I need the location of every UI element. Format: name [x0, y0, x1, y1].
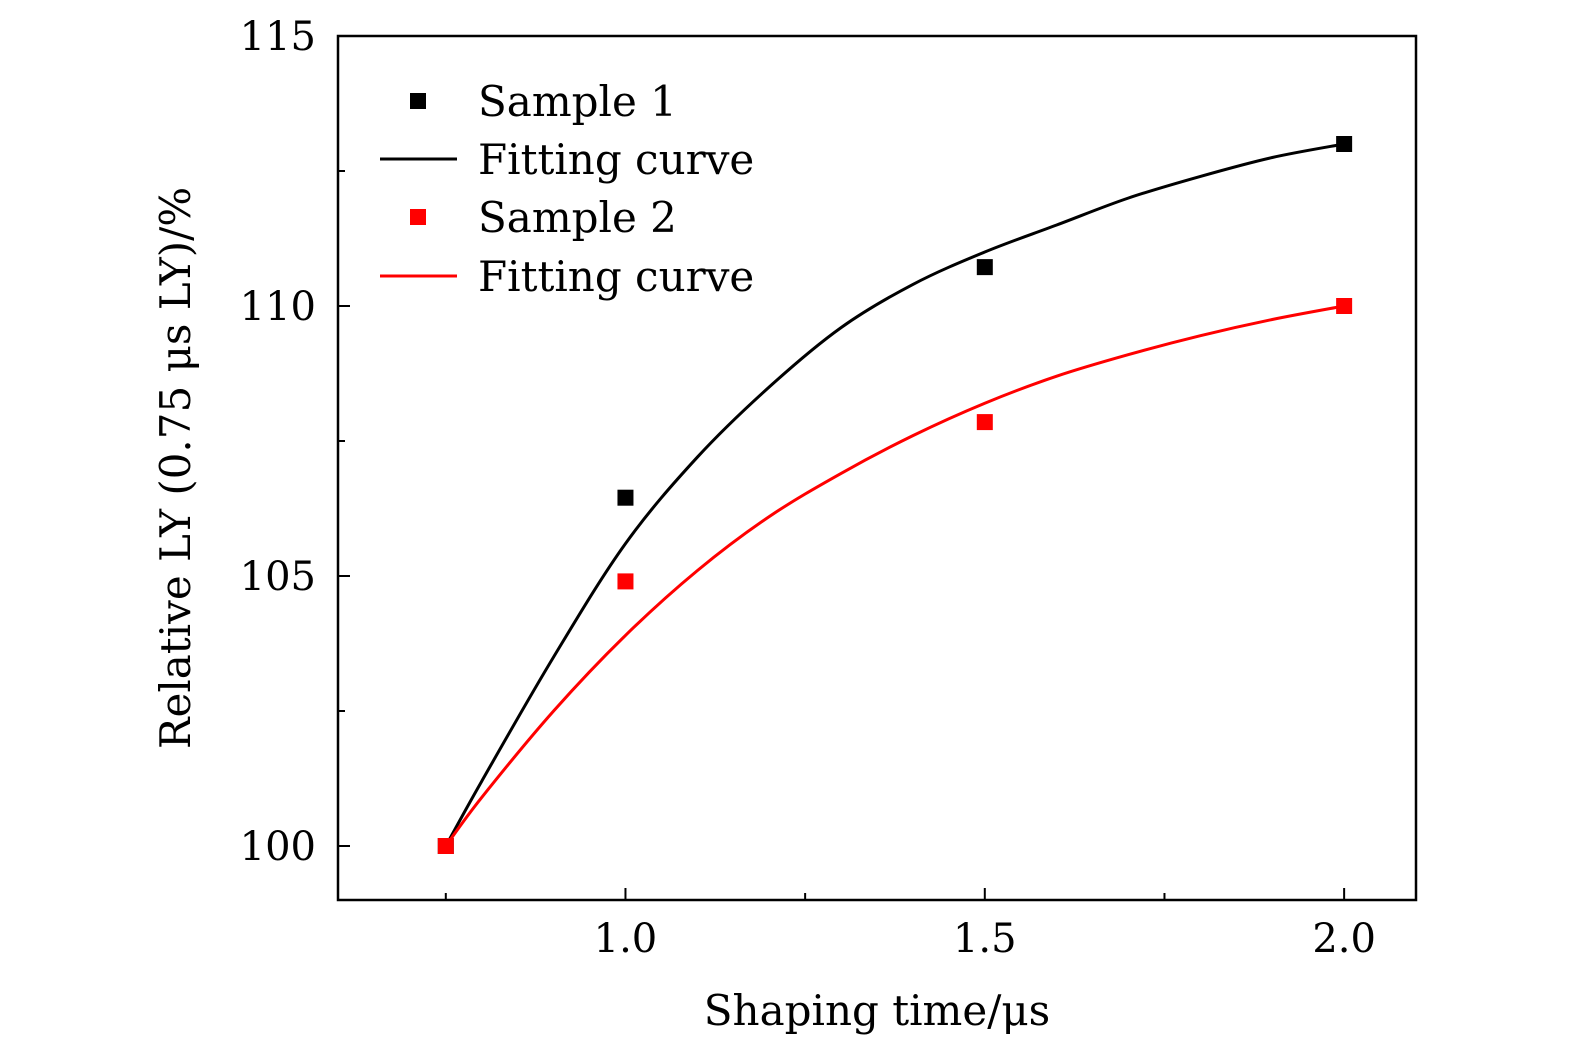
y-tick-label: 100: [240, 824, 316, 870]
legend: Sample 1 Fitting curve Sample 2 Fitting cur…: [380, 77, 754, 301]
y-tick-label: 110: [240, 284, 316, 330]
data-point-sample-1: [976, 259, 993, 276]
data-point-sample-2: [437, 838, 454, 854]
plot-frame: [336, 34, 1418, 902]
y-axis-ticks: 100 105 110 115: [240, 14, 350, 870]
x-tick-label: 1.0: [594, 916, 658, 962]
legend-label: Fitting curve: [478, 135, 754, 184]
x-tick-label: 1.5: [953, 916, 1017, 962]
data-point-sample-2: [1336, 298, 1353, 314]
legend-label: Fitting curve: [478, 252, 754, 301]
x-axis-label: Shaping time/μs: [704, 986, 1050, 1035]
x-axis-ticks: 1.0 1.5 2.0: [444, 888, 1376, 962]
data-point-sample-1: [1336, 136, 1353, 152]
fitting-curve-4: [444, 304, 1345, 847]
y-tick-label: 115: [240, 14, 316, 60]
y-tick-label: 105: [240, 554, 316, 600]
data-point-sample-2: [617, 573, 634, 590]
data-point-sample-2: [976, 414, 993, 431]
y-axis-label: Relative LY (0.75 μs LY)/%: [151, 187, 200, 749]
legend-square-swatch: [410, 209, 426, 225]
data-point-sample-1: [617, 489, 634, 506]
legend-label: Sample 2: [478, 193, 677, 242]
fitting-curve-2: [444, 142, 1345, 847]
x-tick-label: 2.0: [1312, 916, 1376, 962]
fitting-curves: [444, 142, 1345, 847]
legend-square-swatch: [410, 93, 426, 109]
legend-label: Sample 1: [478, 77, 677, 126]
data-points: [437, 136, 1353, 854]
